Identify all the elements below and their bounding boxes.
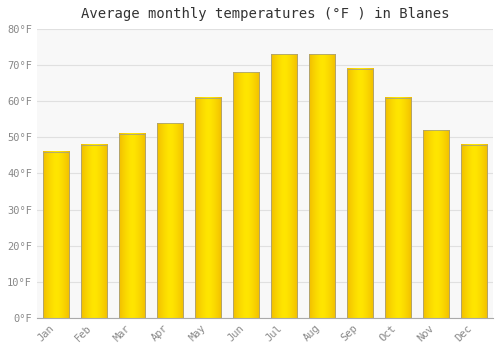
Bar (346, 69, 374, 318)
Bar (156, 123, 183, 318)
Bar (308, 54, 336, 318)
Bar (384, 98, 411, 318)
Bar (118, 134, 145, 318)
Title: Average monthly temperatures (°F ) in Blanes: Average monthly temperatures (°F ) in Bl… (80, 7, 449, 21)
Bar (232, 72, 259, 318)
Bar (270, 54, 297, 318)
Bar (42, 152, 69, 318)
Bar (80, 145, 107, 318)
Bar (194, 98, 221, 318)
Bar (460, 145, 487, 318)
Bar (422, 130, 450, 318)
